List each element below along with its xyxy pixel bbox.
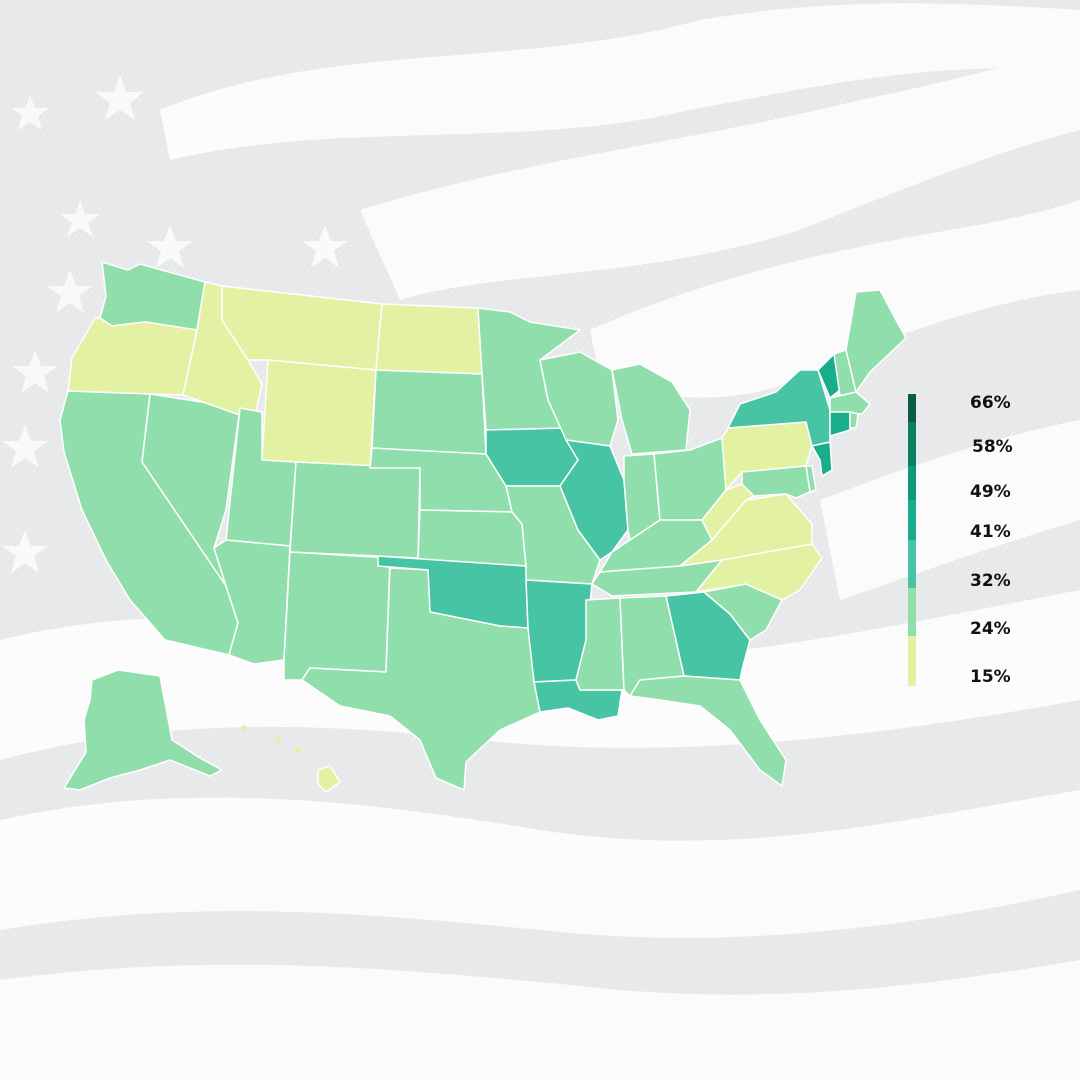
flag-wave-stripes — [0, 3, 1080, 1080]
state-new-mexico[interactable] — [283, 551, 391, 681]
legend-label-58: 58% — [972, 437, 1013, 457]
hawaii-island-kauai — [241, 725, 247, 731]
state-north-dakota[interactable] — [375, 303, 483, 375]
state-connecticut[interactable] — [829, 411, 851, 437]
legend-swatch — [908, 466, 916, 500]
legend-swatch — [908, 394, 916, 422]
state-south-dakota[interactable] — [371, 369, 487, 455]
legend-label-24: 24% — [970, 619, 1011, 639]
legend-swatch — [908, 588, 916, 636]
legend-label-32: 32% — [970, 571, 1011, 591]
state-massachusetts[interactable] — [829, 391, 871, 415]
flag-stars — [2, 75, 348, 573]
legend-color-bar — [908, 394, 916, 686]
legend-label-66: 66% — [970, 393, 1011, 413]
legend-swatch — [908, 500, 916, 540]
legend-swatch — [908, 540, 916, 588]
state-michigan[interactable] — [611, 363, 691, 455]
state-colorado[interactable] — [289, 461, 421, 559]
state-florida[interactable] — [629, 675, 787, 787]
state-rhode-island[interactable] — [849, 411, 859, 429]
hawaii-island-oahu — [275, 737, 281, 743]
state-illinois[interactable] — [559, 439, 629, 561]
legend-label-41: 41% — [970, 522, 1011, 542]
state-oregon[interactable] — [67, 317, 198, 396]
state-wisconsin[interactable] — [539, 351, 619, 447]
legend-label-15: 15% — [970, 667, 1011, 687]
state-new-jersey[interactable] — [811, 441, 833, 477]
hawaii-island-molokai — [295, 747, 301, 753]
legend-swatch — [908, 422, 916, 466]
legend-label-49: 49% — [970, 482, 1011, 502]
state-alaska[interactable] — [63, 669, 223, 791]
state-kansas[interactable] — [417, 509, 527, 567]
legend-swatch — [908, 636, 916, 686]
hawaii-islands — [241, 725, 301, 753]
state-new-york[interactable] — [727, 369, 831, 447]
state-montana[interactable] — [221, 285, 383, 371]
state-washington[interactable] — [99, 261, 206, 331]
state-hawaii[interactable] — [317, 765, 341, 793]
state-texas[interactable] — [301, 567, 541, 791]
state-maryland[interactable] — [741, 465, 811, 499]
state-maine[interactable] — [845, 289, 907, 393]
state-wyoming[interactable] — [261, 359, 377, 469]
